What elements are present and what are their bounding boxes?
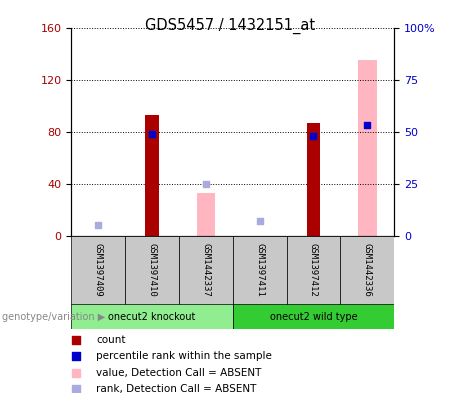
Bar — [125, 236, 179, 305]
Bar — [307, 123, 320, 236]
Point — [364, 122, 371, 129]
Text: value, Detection Call = ABSENT: value, Detection Call = ABSENT — [96, 367, 262, 378]
Text: genotype/variation ▶: genotype/variation ▶ — [2, 312, 106, 322]
Text: GSM1397411: GSM1397411 — [255, 243, 264, 297]
Bar — [179, 236, 233, 305]
Point — [367, 319, 375, 325]
Text: GSM1397410: GSM1397410 — [148, 243, 157, 297]
Bar — [233, 236, 287, 305]
Point — [310, 133, 317, 139]
Text: onecut2 knockout: onecut2 knockout — [108, 312, 196, 321]
Point — [256, 218, 263, 224]
Text: GSM1397409: GSM1397409 — [94, 243, 103, 297]
Bar — [71, 236, 125, 305]
Bar — [71, 304, 233, 329]
Point — [202, 180, 210, 187]
Bar — [145, 115, 159, 236]
Point — [148, 130, 156, 137]
Text: GSM1442337: GSM1442337 — [201, 243, 210, 297]
Bar — [287, 236, 340, 305]
Bar — [233, 304, 394, 329]
Text: percentile rank within the sample: percentile rank within the sample — [96, 351, 272, 362]
Bar — [358, 60, 377, 236]
Text: onecut2 wild type: onecut2 wild type — [270, 312, 357, 321]
Text: GSM1442336: GSM1442336 — [363, 243, 372, 297]
Point — [367, 173, 375, 179]
Text: count: count — [96, 335, 126, 345]
Point — [367, 26, 375, 32]
Bar — [196, 193, 215, 236]
Text: GDS5457 / 1432151_at: GDS5457 / 1432151_at — [145, 18, 316, 34]
Bar — [340, 236, 394, 305]
Point — [95, 222, 102, 228]
Text: GSM1397412: GSM1397412 — [309, 243, 318, 297]
Text: rank, Detection Call = ABSENT: rank, Detection Call = ABSENT — [96, 384, 257, 393]
